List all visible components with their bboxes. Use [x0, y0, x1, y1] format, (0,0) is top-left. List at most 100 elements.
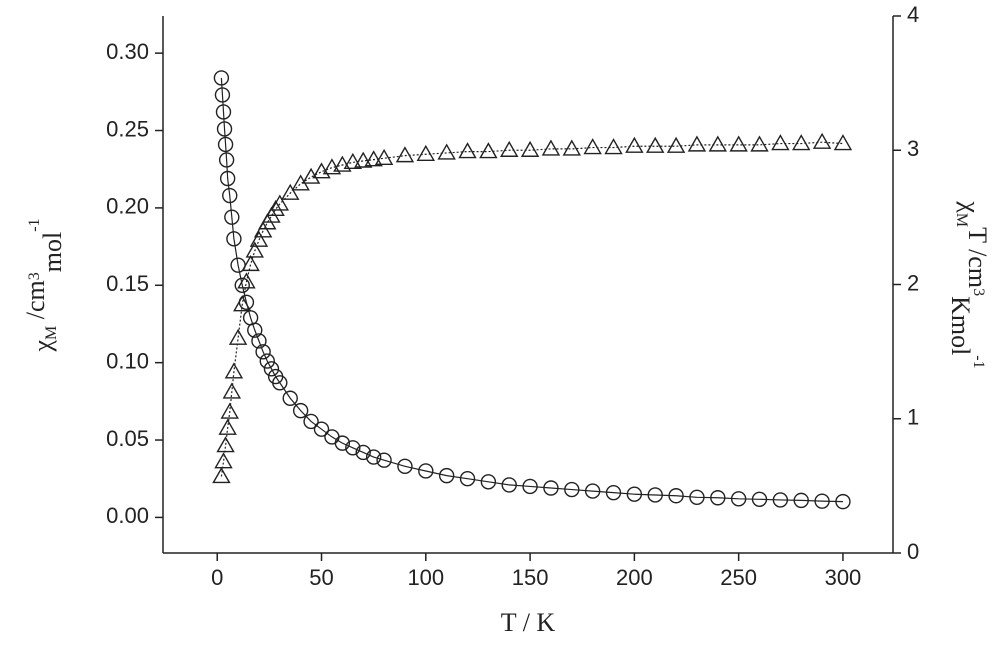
- triangle-point: [354, 151, 373, 168]
- triangle-point: [687, 135, 707, 152]
- x-tick-label: 0: [211, 565, 223, 590]
- x-axis-title: T / K: [501, 608, 556, 637]
- circle-point: [814, 493, 830, 509]
- circle-point: [263, 361, 280, 377]
- circle-point: [522, 478, 538, 495]
- triangle-point: [458, 142, 477, 159]
- circle-point: [222, 187, 238, 204]
- x-tick-label: 200: [616, 565, 653, 590]
- y2-tick-label: 0: [907, 539, 919, 564]
- triangle-point: [833, 134, 853, 151]
- circle-point: [459, 471, 476, 487]
- circle-point: [626, 486, 643, 502]
- x-tick-label: 100: [407, 565, 444, 590]
- circle-point: [216, 121, 233, 137]
- y-tick-label: 0.30: [106, 39, 149, 64]
- circle-point: [272, 375, 288, 391]
- circle-point: [365, 449, 382, 465]
- y-tick-label: 0.20: [106, 194, 149, 219]
- triangle-point: [237, 272, 256, 289]
- triangle-point: [625, 136, 644, 153]
- circle-point: [397, 458, 413, 475]
- y-axis-title-part: M: [43, 326, 60, 340]
- circle-point: [226, 231, 242, 247]
- circle-point: [772, 492, 789, 508]
- circle-point: [215, 104, 232, 120]
- triangle-point: [583, 138, 602, 155]
- y-axis-title-part: 3: [26, 272, 43, 280]
- y2-tick-label: 3: [907, 136, 919, 161]
- triangle-point: [214, 452, 233, 469]
- y-tick-label: 0.05: [106, 426, 149, 451]
- y-axis-title-part: /cm: [21, 280, 50, 326]
- triangle-point: [437, 143, 456, 160]
- triangle-point: [270, 194, 290, 211]
- y-axis-title-part: χ: [28, 340, 57, 353]
- triangle-point: [253, 221, 273, 238]
- triangle-point: [249, 230, 269, 247]
- triangle-point: [212, 467, 231, 484]
- triangle-point: [416, 144, 436, 161]
- circle-point: [376, 452, 392, 468]
- triangle-point: [520, 140, 540, 157]
- y-axis-title-part: mol: [38, 232, 67, 272]
- triangle-point: [266, 199, 285, 217]
- circle-point: [355, 444, 371, 461]
- triangle-point: [241, 254, 260, 272]
- triangle-point: [708, 135, 728, 152]
- triangle-point: [812, 132, 832, 149]
- y-axis-title: χM /cm3mol-1: [21, 218, 67, 352]
- circle-point: [605, 484, 622, 501]
- triangle-point: [216, 436, 235, 453]
- triangle-point: [333, 155, 352, 172]
- circle-point: [751, 491, 768, 507]
- circle-point: [313, 421, 330, 437]
- circle-point: [710, 490, 726, 506]
- circle-point: [334, 435, 351, 451]
- circle-point: [689, 489, 705, 505]
- y-tick-label: 0.00: [106, 503, 149, 528]
- circle-point: [564, 481, 580, 498]
- circle-point: [224, 209, 240, 225]
- circle-point: [214, 87, 231, 103]
- y2-tick-label: 2: [907, 270, 919, 295]
- triangle-point: [245, 241, 264, 258]
- triangle-point: [343, 152, 363, 170]
- circle-point: [247, 322, 263, 338]
- circle-point: [234, 277, 250, 293]
- circle-point: [255, 344, 271, 360]
- triangle-point: [562, 139, 582, 156]
- circle-point: [730, 491, 747, 507]
- circle-point: [282, 390, 298, 406]
- triangle-point: [395, 146, 415, 163]
- circle-point: [251, 333, 267, 349]
- triangle-point: [771, 134, 790, 151]
- triangle-point: [233, 295, 252, 312]
- y-tick-label: 0.25: [106, 116, 149, 141]
- circle-point: [835, 493, 851, 510]
- y2-axis-title: χMT /cm3Kmol-1: [946, 200, 992, 368]
- circle-point: [219, 170, 236, 187]
- y-tick-label: 0.10: [106, 348, 149, 373]
- circle-point: [303, 413, 319, 430]
- triangle-point: [729, 135, 748, 152]
- triangle-point: [222, 382, 242, 399]
- y2-tick-label: 4: [907, 2, 919, 27]
- triangle-point: [228, 328, 248, 345]
- triangle-point: [224, 362, 244, 379]
- triangle-point: [792, 134, 811, 151]
- x-tick-label: 50: [309, 565, 333, 590]
- circle-point: [480, 474, 497, 490]
- y-tick-label: 0.15: [106, 271, 149, 296]
- circle-point: [213, 70, 230, 86]
- x-tick-label: 150: [512, 565, 549, 590]
- circle-point: [218, 152, 235, 168]
- circle-point: [438, 467, 455, 484]
- triangle-point: [479, 142, 498, 159]
- triangle-point: [364, 150, 383, 167]
- circle-point: [418, 463, 434, 479]
- circle-point: [345, 440, 361, 456]
- triangle-point: [666, 136, 686, 153]
- triangle-point: [500, 140, 519, 157]
- triangle-point: [541, 139, 561, 156]
